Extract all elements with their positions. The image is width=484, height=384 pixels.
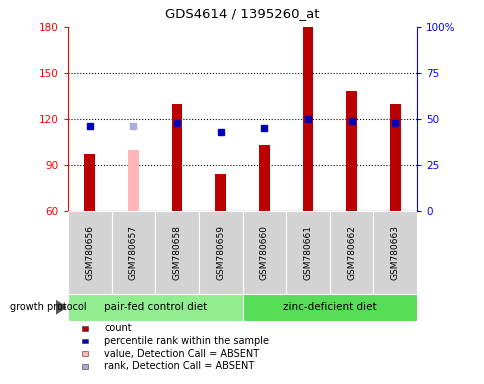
Bar	[242, 211, 286, 294]
Text: GDS4614 / 1395260_at: GDS4614 / 1395260_at	[165, 7, 319, 20]
Text: percentile rank within the sample: percentile rank within the sample	[104, 336, 269, 346]
Text: count: count	[104, 323, 132, 333]
Polygon shape	[56, 300, 66, 314]
Bar	[128, 150, 138, 211]
Text: rank, Detection Call = ABSENT: rank, Detection Call = ABSENT	[104, 361, 254, 371]
Bar	[111, 211, 155, 294]
Text: pair-fed control diet: pair-fed control diet	[104, 302, 206, 312]
Bar	[68, 294, 242, 321]
Bar	[84, 154, 95, 211]
Bar	[329, 211, 373, 294]
Text: GSM780659: GSM780659	[216, 225, 225, 280]
Text: GSM780656: GSM780656	[85, 225, 94, 280]
Bar	[155, 211, 198, 294]
Bar	[258, 145, 269, 211]
Bar	[302, 27, 313, 211]
Bar	[389, 104, 400, 211]
Bar	[215, 174, 226, 211]
Bar	[198, 211, 242, 294]
Text: zinc-deficient diet: zinc-deficient diet	[282, 302, 376, 312]
Text: GSM780661: GSM780661	[303, 225, 312, 280]
Text: GSM780658: GSM780658	[172, 225, 181, 280]
Text: GSM780660: GSM780660	[259, 225, 268, 280]
Bar	[242, 294, 416, 321]
Bar	[171, 104, 182, 211]
Text: GSM780663: GSM780663	[390, 225, 399, 280]
Bar	[68, 211, 111, 294]
Bar	[286, 211, 329, 294]
Text: GSM780657: GSM780657	[129, 225, 137, 280]
Text: GSM780662: GSM780662	[347, 225, 355, 280]
Bar	[346, 91, 356, 211]
Text: value, Detection Call = ABSENT: value, Detection Call = ABSENT	[104, 349, 259, 359]
Text: growth protocol: growth protocol	[10, 302, 86, 312]
Bar	[373, 211, 416, 294]
